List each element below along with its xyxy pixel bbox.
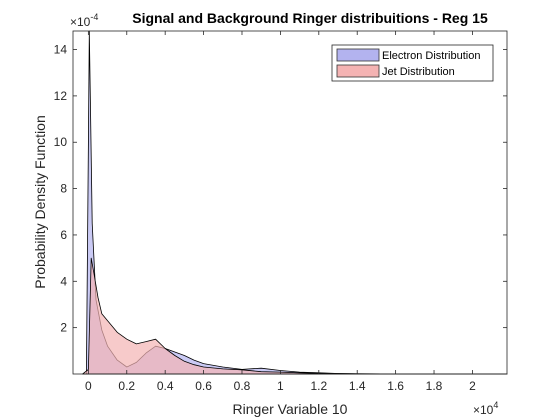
y-axis-label: Probability Density Function	[32, 115, 48, 289]
legend: Electron Distribution Jet Distribution	[331, 44, 494, 82]
plot-area: 0 0.2 0.4 0.6 0.8 1 1.2 1.4 1.6 1.8 2 2 4 6 8 10 12 14	[54, 30, 508, 393]
axes-background	[73, 31, 507, 374]
x-tick-label: 1.2	[310, 379, 327, 393]
y-tick-label: 10	[54, 135, 68, 149]
x-tick-label: 0.2	[118, 379, 135, 393]
x-tick-label: 1	[277, 379, 284, 393]
y-exponent-label: ×10-4	[70, 12, 98, 29]
y-tick-label: 12	[54, 89, 68, 103]
y-tick-label: 14	[54, 43, 68, 57]
legend-swatch-electron	[336, 48, 380, 62]
x-tick-label: 1.6	[387, 379, 404, 393]
y-tick-label: 6	[60, 228, 67, 242]
x-tick-label: 0.4	[157, 379, 174, 393]
legend-swatch-jet	[336, 64, 380, 78]
x-axis-label: Ringer Variable 10	[233, 401, 348, 417]
x-tick-label: 2	[469, 379, 476, 393]
y-tick-label: 8	[60, 182, 67, 196]
legend-label-jet: Jet Distribution	[382, 66, 455, 78]
x-tick-label: 0	[85, 379, 92, 393]
y-tick-label: 4	[60, 274, 67, 288]
x-exponent-label: ×104	[473, 400, 498, 417]
tick-layer: 0 0.2 0.4 0.6 0.8 1 1.2 1.4 1.6 1.8 2 2 4 6 8 10 12 14	[54, 31, 507, 393]
y-tick-label: 2	[60, 321, 67, 335]
x-tick-label: 1.4	[349, 379, 366, 393]
x-tick-label: 0.6	[195, 379, 212, 393]
x-tick-label: 1.8	[426, 379, 443, 393]
axes-frame	[72, 30, 508, 375]
x-tick-label: 0.8	[234, 379, 251, 393]
legend-label-electron: Electron Distribution	[382, 50, 480, 62]
chart-title: Signal and Background Ringer distribuiti…	[132, 10, 488, 26]
